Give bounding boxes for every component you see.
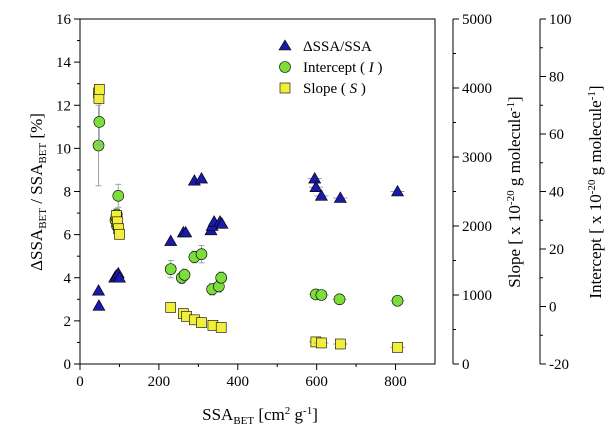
y-left-tick-label: 12 [56, 98, 71, 114]
slope-point [114, 228, 125, 240]
dssa-point [314, 189, 328, 201]
intercept-point [195, 248, 208, 260]
intercept-point [93, 116, 106, 128]
y-left-tick-label: 16 [56, 12, 72, 28]
slope-point [215, 322, 227, 333]
legend-label-intercept: Intercept ( I ) [303, 60, 383, 76]
intercept-point [164, 263, 177, 275]
intercept-point [215, 271, 228, 284]
dssa-point [194, 171, 209, 184]
dssa-point [92, 284, 106, 296]
dssa-point [308, 171, 322, 184]
y-intercept-tick-label: 0 [549, 300, 557, 316]
intercept-point [178, 269, 191, 281]
x-tick-label: 400 [227, 374, 250, 390]
y-intercept-tick-label: 20 [549, 242, 564, 258]
intercept-point [333, 293, 346, 306]
x-axis-title: SSABET [cm2 g-1] [202, 405, 318, 427]
legend: ΔSSA/SSA Intercept ( I ) Slope ( S ) [278, 39, 383, 97]
y-intercept-tick-label: 80 [549, 70, 564, 86]
legend-marker-slope [279, 82, 291, 94]
y-left-tick-label: 0 [64, 357, 72, 373]
legend-marker-dssa [278, 39, 292, 51]
y-left-tick-label: 8 [64, 185, 72, 201]
legend-label-slope: Slope ( S ) [303, 81, 366, 97]
x-tick-label: 800 [384, 374, 407, 390]
y-left-tick-label: 14 [56, 55, 72, 71]
y-intercept-tick-label: 40 [549, 185, 564, 201]
x-tick-label: 200 [148, 374, 171, 390]
slope-point [165, 302, 177, 313]
intercept-point [391, 294, 404, 307]
y-intercept-tick-label: 60 [549, 127, 564, 143]
y-left-axis-title: ΔSSABET / SSABET [%] [27, 113, 49, 271]
dssa-point [309, 180, 323, 192]
y-slope-tick-label: 4000 [462, 81, 492, 97]
dssa-point [333, 191, 347, 203]
y-slope-tick-label: 1000 [462, 288, 492, 304]
y-intercept-axis-title: Intercept [ x 10-20 g molecule-1] [586, 85, 605, 298]
y-left-tick-label: 10 [56, 141, 71, 157]
slope-point [316, 337, 327, 349]
y-intercept-tick-label: -20 [549, 357, 569, 373]
y-slope-tick-label: 0 [462, 357, 470, 373]
y-left-tick-label: 2 [64, 314, 72, 330]
y-slope-tick-label: 5000 [462, 12, 492, 28]
dssa-point [391, 184, 405, 197]
slope-point [93, 93, 105, 104]
dssa-point [92, 299, 106, 311]
x-tick-label: 0 [76, 374, 84, 390]
y-left-tick-label: 4 [64, 271, 72, 287]
slope-point [196, 317, 207, 328]
legend-marker-intercept [279, 61, 291, 73]
intercept-point [315, 289, 328, 301]
y-intercept-tick-label: 100 [549, 12, 572, 28]
dssa-point [215, 217, 229, 229]
y-slope-axis-title: Slope [ x 10-20 g molecule-1] [505, 96, 524, 287]
x-tick-label: 600 [305, 374, 328, 390]
slope-point [335, 338, 346, 350]
y-left-tick-label: 6 [64, 228, 72, 244]
intercept-point [112, 190, 125, 202]
legend-label-dssa: ΔSSA/SSA [303, 39, 372, 55]
slope-point [392, 342, 403, 353]
y-slope-tick-label: 3000 [462, 150, 492, 166]
slope-point [94, 84, 105, 95]
intercept-point [92, 139, 105, 152]
dssa-point [112, 271, 126, 283]
dssa-point [164, 234, 178, 246]
dssa-point [179, 225, 193, 238]
y-slope-tick-label: 2000 [462, 219, 492, 235]
